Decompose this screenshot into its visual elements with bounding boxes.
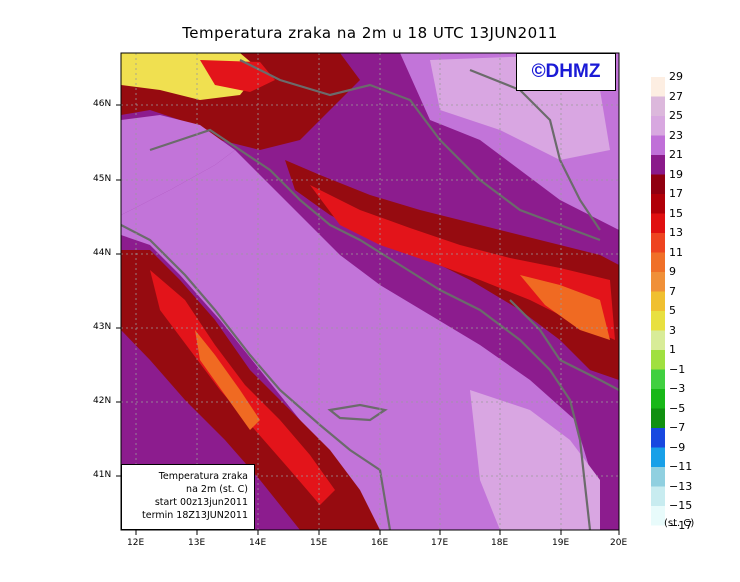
legend-swatch — [651, 194, 665, 214]
legend-label: 7 — [669, 284, 676, 298]
legend-swatch — [651, 408, 665, 428]
lon-label-15e: 15E — [310, 538, 328, 548]
legend-label: 29 — [669, 70, 683, 83]
legend-label: 11 — [669, 245, 683, 259]
legend-label: 23 — [669, 128, 683, 142]
axis-ticks — [116, 104, 620, 535]
east-border — [469, 68, 601, 231]
info-line-3: start 00z13jun2011 — [154, 497, 248, 508]
legend-swatch — [651, 213, 665, 233]
legend-label: 27 — [669, 89, 683, 103]
dinaric-orange — [520, 275, 610, 340]
legend-label: 25 — [669, 109, 683, 122]
legend-swatch — [651, 291, 665, 311]
dinaric-red — [310, 185, 615, 340]
lat-label-41n: 41N — [93, 470, 112, 480]
lat-label-42n: 42N — [93, 396, 112, 406]
gargano — [327, 403, 388, 422]
north-adriatic — [121, 115, 235, 215]
legend-unit: (st. C) — [664, 518, 695, 529]
info-line-4: termin 18Z13JUN2011 — [142, 510, 248, 521]
legend-label: 17 — [669, 187, 683, 200]
legend-label: 19 — [669, 167, 683, 181]
legend-label: −15 — [669, 499, 693, 512]
dalmatian-coast — [149, 128, 592, 530]
northern-border — [239, 59, 601, 242]
legend-label: −1 — [669, 362, 686, 376]
legend-label: −11 — [669, 460, 693, 473]
legend-label: 1 — [669, 343, 676, 356]
legend-label: −7 — [669, 421, 686, 434]
info-line-2: na 2m (st. C) — [186, 484, 248, 495]
lat-label-43n: 43N — [93, 322, 112, 332]
legend-swatch — [651, 174, 665, 194]
legend-swatch — [651, 77, 665, 97]
legend-swatch — [651, 155, 665, 175]
legend-swatch — [651, 369, 665, 389]
credit-logo: ©DHMZ — [516, 53, 616, 91]
legend-swatch — [651, 486, 665, 506]
legend-label: −9 — [669, 440, 686, 454]
legend-swatch — [651, 506, 665, 526]
legend-swatch — [651, 96, 665, 116]
italy-orange — [195, 330, 260, 430]
legend-label: 21 — [669, 148, 683, 161]
plot-frame — [120, 52, 620, 531]
lon-label-19e: 19E — [552, 538, 570, 548]
lon-label-17e: 17E — [431, 538, 449, 548]
legend-swatch — [651, 252, 665, 272]
legend-swatch — [651, 447, 665, 467]
legend-swatch — [651, 428, 665, 448]
lon-label-18e: 18E — [491, 538, 509, 548]
lon-label-14e: 14E — [249, 538, 267, 548]
legend-label: 5 — [669, 304, 676, 317]
lon-label-20e: 20E — [610, 538, 628, 548]
legend-label: −17 — [669, 518, 693, 532]
legend-swatch — [651, 272, 665, 292]
legend-label: 9 — [669, 265, 676, 278]
lat-label-44n: 44N — [93, 248, 112, 258]
legend-label: −5 — [669, 401, 686, 415]
legend-swatch — [651, 311, 665, 331]
legend-label: −13 — [669, 479, 693, 493]
legend-swatch — [651, 389, 665, 409]
montenegro-border — [509, 299, 619, 391]
lon-label-16e: 16E — [371, 538, 389, 548]
map-title: Temperatura zraka na 2m u 18 UTC 13JUN20… — [182, 24, 558, 42]
graticule — [121, 53, 619, 530]
legend-label: −3 — [669, 382, 686, 395]
legend-label: 15 — [669, 206, 683, 220]
coastlines — [121, 59, 619, 530]
legend-swatch — [651, 135, 665, 155]
legend-swatch — [651, 350, 665, 370]
adriatic-sea — [121, 150, 590, 530]
info-line-1: Temperatura zraka — [158, 471, 248, 482]
map-field — [121, 53, 619, 530]
info-box: Temperatura zraka na 2m (st. C) start 00… — [121, 464, 255, 530]
legend-label: 13 — [669, 226, 683, 239]
south-sea-light — [470, 390, 600, 530]
legend-swatch — [651, 116, 665, 136]
italy-coast — [121, 224, 392, 530]
lat-label-45n: 45N — [93, 174, 112, 184]
lat-label-46n: 46N — [93, 99, 112, 109]
lon-label-13e: 13E — [188, 538, 206, 548]
lon-label-12e: 12E — [127, 538, 145, 548]
italy-red — [150, 270, 335, 505]
legend-colorbar — [651, 77, 665, 526]
legend-swatch — [651, 233, 665, 253]
legend-swatch — [651, 330, 665, 350]
legend-swatch — [651, 467, 665, 487]
legend-label: 3 — [669, 323, 676, 337]
